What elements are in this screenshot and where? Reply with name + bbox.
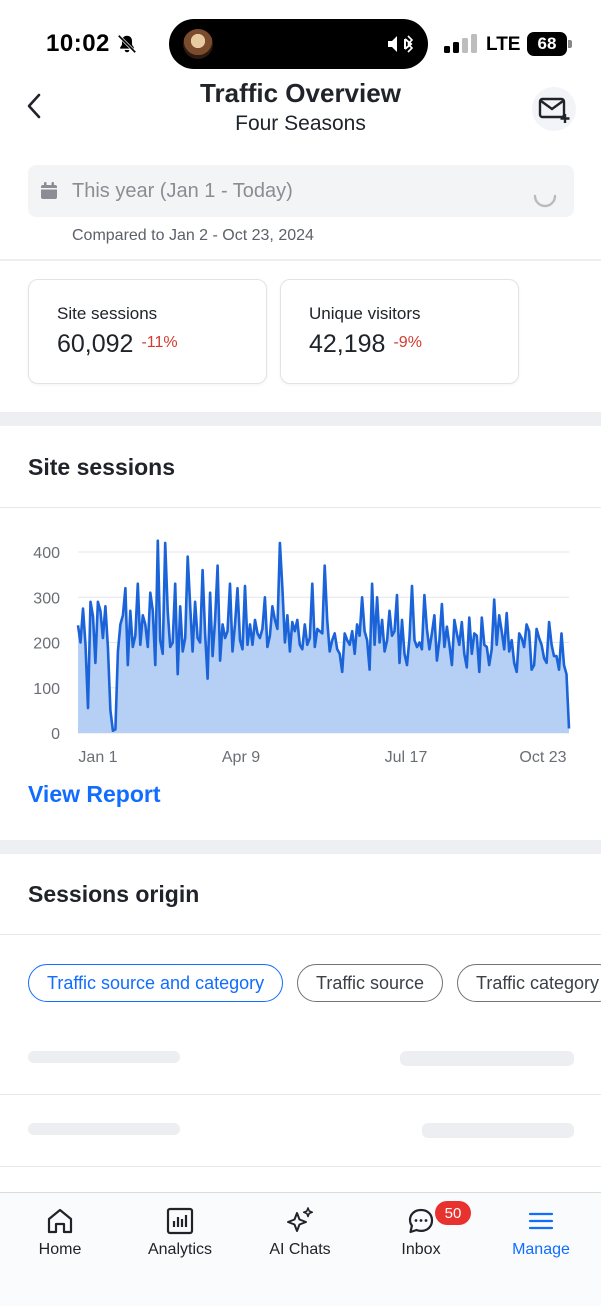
date-range-label: This year (Jan 1 - Today) bbox=[72, 180, 293, 202]
analytics-icon bbox=[166, 1207, 194, 1235]
skeleton-loader bbox=[422, 1123, 574, 1138]
status-bar: 10:02 LTE 68 bbox=[0, 0, 601, 88]
chip-traffic-category[interactable]: Traffic category bbox=[457, 964, 601, 1002]
stat-label: Unique visitors bbox=[309, 304, 421, 323]
x-tick-label: Apr 9 bbox=[222, 749, 260, 766]
section-title-site-sessions: Site sessions bbox=[28, 454, 176, 480]
stat-label: Site sessions bbox=[57, 304, 158, 323]
stat-value: 60,092 -11% bbox=[57, 330, 178, 359]
chip-traffic-source[interactable]: Traffic source bbox=[297, 964, 444, 1002]
bell-muted-icon bbox=[117, 34, 137, 54]
loading-spinner-icon bbox=[533, 194, 557, 208]
stat-change: -9% bbox=[393, 334, 422, 351]
status-time: 10:02 bbox=[46, 30, 110, 57]
chip-traffic-source-and-category[interactable]: Traffic source and category bbox=[28, 964, 284, 1002]
section-title-sessions-origin: Sessions origin bbox=[28, 881, 200, 907]
view-report-link[interactable]: View Report bbox=[28, 781, 161, 807]
skeleton-loader bbox=[28, 1123, 180, 1135]
share-email-button[interactable] bbox=[532, 87, 576, 131]
bottom-tab-bar: Home Analytics AI Chats 50 Inbox Manage bbox=[0, 1192, 601, 1306]
menu-icon bbox=[528, 1212, 554, 1230]
skeleton-loader bbox=[400, 1051, 574, 1066]
stat-card-unique-visitors[interactable]: Unique visitors 42,198 -9% bbox=[280, 279, 519, 384]
dynamic-island bbox=[169, 19, 428, 69]
tab-label: Home bbox=[38, 1241, 82, 1258]
comparison-period: Compared to Jan 2 - Oct 23, 2024 bbox=[72, 227, 314, 244]
x-tick-label: Jan 1 bbox=[78, 749, 117, 766]
tab-label: Manage bbox=[512, 1241, 570, 1258]
y-tick-label: 0 bbox=[51, 726, 60, 743]
divider bbox=[0, 259, 601, 261]
y-tick-label: 400 bbox=[33, 545, 60, 562]
battery-indicator: 68 bbox=[527, 32, 567, 56]
tab-ai-chats[interactable]: AI Chats bbox=[240, 1201, 360, 1271]
section-separator bbox=[0, 840, 601, 854]
stat-change: -11% bbox=[141, 334, 178, 351]
signal-icon bbox=[444, 34, 477, 53]
network-type: LTE bbox=[486, 34, 521, 55]
back-button[interactable] bbox=[18, 88, 50, 124]
y-tick-label: 300 bbox=[33, 590, 60, 607]
y-tick-label: 200 bbox=[33, 636, 60, 653]
chat-bubble-icon bbox=[408, 1208, 434, 1234]
page-title: Traffic Overview bbox=[200, 78, 401, 108]
tab-inbox[interactable]: 50 Inbox bbox=[361, 1201, 481, 1271]
now-playing-artwork bbox=[183, 29, 213, 59]
divider bbox=[0, 1094, 601, 1095]
sessions-area bbox=[78, 540, 569, 733]
divider bbox=[0, 1166, 601, 1167]
stat-number: 60,092 bbox=[57, 330, 134, 358]
divider bbox=[0, 934, 601, 935]
stat-value: 42,198 -9% bbox=[309, 330, 422, 359]
tab-analytics[interactable]: Analytics bbox=[120, 1201, 240, 1271]
tab-home[interactable]: Home bbox=[0, 1201, 120, 1271]
page-subtitle: Four Seasons bbox=[235, 112, 366, 135]
tab-label: AI Chats bbox=[269, 1241, 331, 1258]
unread-badge: 50 bbox=[435, 1201, 471, 1225]
home-icon bbox=[47, 1208, 73, 1234]
skeleton-loader bbox=[28, 1051, 180, 1063]
date-range-picker[interactable]: This year (Jan 1 - Today) bbox=[28, 165, 574, 217]
battery-cap bbox=[568, 40, 572, 48]
mail-plus-icon bbox=[538, 97, 570, 123]
tab-label: Analytics bbox=[147, 1241, 213, 1258]
stat-card-site-sessions[interactable]: Site sessions 60,092 -11% bbox=[28, 279, 267, 384]
chevron-left-icon bbox=[27, 93, 41, 119]
x-tick-label: Jul 17 bbox=[385, 749, 428, 766]
tab-label: Inbox bbox=[401, 1241, 441, 1258]
site-sessions-chart[interactable]: 400 300 200 100 0 Jan 1 Apr 9 Jul 17 Oct 23 bbox=[0, 530, 601, 770]
tab-manage[interactable]: Manage bbox=[481, 1201, 601, 1271]
calendar-icon bbox=[41, 182, 57, 199]
y-tick-label: 100 bbox=[33, 681, 60, 698]
stat-number: 42,198 bbox=[309, 330, 386, 358]
speaker-bluetooth-icon bbox=[388, 35, 414, 53]
section-separator bbox=[0, 412, 601, 426]
x-tick-label: Oct 23 bbox=[519, 749, 566, 766]
divider bbox=[0, 507, 601, 508]
sparkle-icon bbox=[287, 1207, 313, 1232]
sessions-line bbox=[76, 539, 571, 732]
